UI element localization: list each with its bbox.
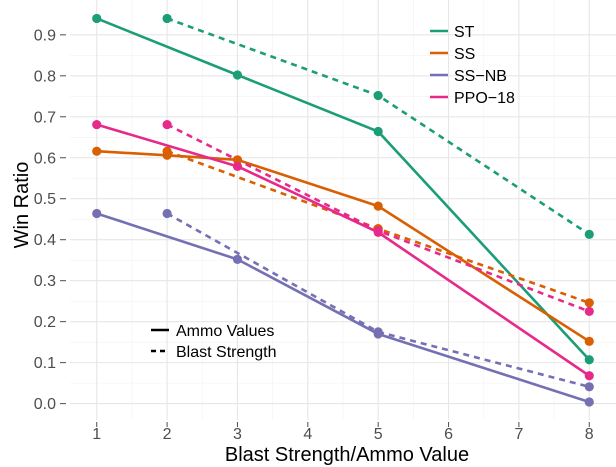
data-point-blast-strength (162, 119, 172, 130)
legend-label: PPO−18 (454, 90, 515, 107)
data-point-ammo-values (584, 336, 594, 346)
data-point-blast-strength (162, 208, 172, 219)
data-point-blast-strength (373, 226, 383, 236)
data-point-ammo-values (584, 371, 594, 381)
y-tick-label: 0.1 (34, 355, 56, 372)
legend-label: ST (454, 24, 475, 41)
data-point-blast-strength (162, 146, 172, 156)
y-axis-ticks: 0.0 0.1 0.2 0.3 0.4 0.5 0.6 0.7 0.8 0.9 (34, 27, 66, 413)
data-point-ammo-values (584, 355, 594, 365)
series-line-ammo-values (96, 212, 590, 404)
data-points (92, 13, 594, 407)
x-tick-label: 2 (163, 426, 172, 443)
x-tick-label: 1 (92, 426, 101, 443)
x-tick-label: 8 (585, 426, 594, 443)
minor-gridlines (70, 0, 616, 420)
data-point-blast-strength (373, 327, 383, 337)
data-point-blast-strength (584, 229, 594, 239)
x-tick-label: 5 (374, 426, 383, 443)
x-tick-label: 6 (444, 426, 453, 443)
series-legend: ST SS SS−NB PPO−18 (430, 24, 515, 107)
data-point-ammo-values (232, 70, 243, 80)
data-point-blast-strength (373, 90, 383, 101)
data-point-blast-strength (584, 382, 594, 392)
data-point-ammo-values (92, 146, 102, 156)
y-tick-label: 0.0 (34, 396, 56, 413)
data-point-ammo-values (232, 155, 243, 165)
x-tick-label: 4 (303, 426, 312, 443)
y-tick-label: 0.3 (34, 273, 56, 290)
series-line-ammo-values (96, 123, 590, 377)
y-tick-label: 0.2 (34, 314, 56, 331)
y-axis-title: Win Ratio (11, 162, 33, 249)
data-point-ammo-values (584, 397, 594, 407)
data-point-blast-strength (584, 306, 594, 317)
data-point-blast-strength (162, 13, 172, 24)
data-point-ammo-values (373, 201, 383, 211)
series-line-ammo-values (96, 17, 591, 361)
x-axis-ticks: 1 2 3 4 5 6 7 8 (92, 422, 594, 443)
y-tick-label: 0.9 (34, 27, 56, 44)
data-point-ammo-values (232, 161, 243, 171)
linetype-legend-label: Ammo Values (176, 323, 274, 340)
data-point-ammo-values (92, 13, 102, 24)
linetype-legend: Ammo Values Blast Strength (151, 323, 277, 361)
data-point-ammo-values (232, 254, 243, 264)
data-point-blast-strength (584, 298, 594, 308)
x-axis-title: Blast Strength/Ammo Value (225, 444, 469, 466)
data-point-ammo-values (92, 208, 102, 219)
y-tick-label: 0.6 (34, 150, 56, 167)
y-tick-label: 0.5 (34, 191, 56, 208)
y-tick-label: 0.8 (34, 68, 56, 85)
data-point-ammo-values (373, 126, 383, 137)
legend-label: SS−NB (454, 68, 507, 85)
data-point-ammo-values (92, 119, 102, 130)
y-tick-label: 0.4 (34, 232, 56, 249)
x-tick-label: 3 (233, 426, 242, 443)
y-tick-label: 0.7 (34, 109, 56, 126)
x-tick-label: 7 (514, 426, 523, 443)
legend-label: SS (454, 46, 475, 63)
linetype-legend-label: Blast Strength (176, 344, 277, 361)
